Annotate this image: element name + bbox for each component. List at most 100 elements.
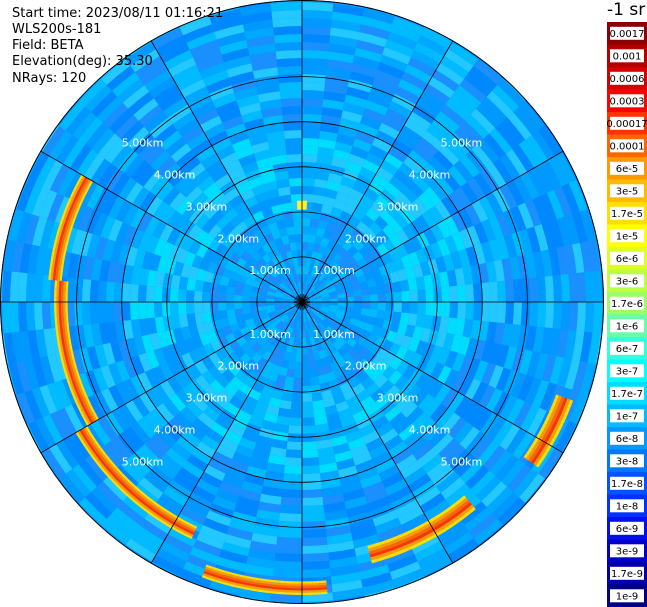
range-gate-cell (512, 279, 522, 302)
range-gate-cell (208, 457, 229, 474)
strong-return-cell (564, 402, 569, 408)
range-gate-cell (260, 313, 270, 320)
range-gate-cell (415, 372, 431, 389)
strong-return-cell (145, 495, 154, 503)
range-gate-cell (337, 292, 346, 299)
range-gate-cell (234, 245, 246, 258)
range-gate-cell (71, 229, 86, 255)
range-gate-cell (239, 3, 272, 17)
strong-return-cell (230, 579, 238, 583)
range-gate-cell (347, 245, 359, 257)
range-ring-label: 2.00km (345, 360, 387, 373)
range-gate-cell (186, 313, 197, 327)
range-gate-cell (281, 202, 293, 212)
range-gate-cell (197, 412, 215, 429)
strong-return-cell (76, 187, 82, 194)
strong-return-cell (277, 591, 286, 595)
strong-return-cell (64, 354, 69, 363)
range-gate-cell (421, 130, 444, 151)
range-gate-cell (440, 477, 466, 500)
strong-return-cell (93, 451, 101, 460)
range-gate-cell (242, 307, 252, 315)
range-gate-cell (168, 342, 182, 359)
range-gate-cell (337, 297, 347, 302)
range-gate-cell (222, 267, 233, 279)
range-gate-cell (414, 42, 444, 63)
range-gate-cell (415, 276, 426, 290)
range-gate-cell (170, 441, 192, 461)
range-gate-cell (215, 243, 228, 256)
azimuth-spoke (150, 40, 303, 303)
range-gate-cell (92, 212, 109, 237)
range-gate-cell (146, 285, 155, 302)
range-gate-cell (224, 208, 239, 222)
range-gate-cell (114, 114, 139, 139)
strong-return-cell (55, 243, 59, 251)
range-gate-cell (345, 306, 354, 313)
range-gate-cell (228, 130, 249, 145)
range-gate-cell (395, 229, 410, 244)
strong-return-cell (81, 428, 88, 437)
range-gate-cell (485, 192, 503, 216)
range-gate-cell (266, 272, 276, 281)
range-gate-cell (426, 124, 450, 145)
range-gate-cell (374, 374, 389, 389)
range-gate-cell (415, 340, 428, 356)
range-gate-cell (316, 154, 333, 166)
strong-return-cell (292, 585, 300, 589)
strong-return-cell (231, 574, 239, 579)
range-gate-cell (554, 420, 577, 452)
strong-return-cell (532, 440, 537, 446)
range-gate-cell (250, 296, 259, 302)
strong-return-cell (451, 505, 459, 512)
strong-return-cell (116, 477, 124, 486)
range-gate-cell (302, 41, 330, 52)
range-gate-cell (422, 342, 436, 359)
strong-return-cell (51, 261, 55, 269)
range-gate-cell (326, 532, 353, 545)
strong-return-cell (562, 415, 567, 421)
range-gate-cell (310, 287, 317, 294)
range-gate-cell (144, 144, 166, 166)
range-gate-cell (184, 251, 196, 267)
range-gate-cell (259, 99, 282, 111)
range-gate-cell (292, 385, 302, 394)
range-gate-cell (186, 454, 208, 472)
range-gate-cell (195, 374, 210, 391)
range-gate-cell (264, 214, 276, 226)
strong-return-cell (320, 589, 328, 593)
range-gate-cell (305, 298, 314, 302)
range-gate-cell (344, 328, 354, 338)
strong-return-cell (102, 466, 111, 475)
strong-return-cell (107, 461, 116, 470)
range-gate-cell (459, 78, 487, 103)
range-gate-cell (302, 73, 326, 84)
strong-return-cell (211, 569, 219, 574)
range-gate-cell (276, 219, 287, 230)
strong-return-cell (60, 305, 64, 314)
strong-return-cell (75, 376, 80, 385)
strong-return-cell (375, 550, 383, 556)
range-gate-cell (277, 312, 286, 319)
range-gate-cell (214, 264, 226, 276)
range-gate-cell (122, 204, 140, 226)
range-gate-cell (377, 62, 405, 80)
strong-return-cell (77, 401, 84, 411)
range-gate-cell (248, 388, 262, 401)
range-gate-cell (374, 394, 391, 409)
instrument-label: WLS200s-181 (12, 22, 102, 37)
range-gate-cell (218, 302, 227, 311)
range-gate-cell (406, 203, 422, 220)
range-gate-cell (295, 313, 300, 322)
strong-return-cell (244, 580, 252, 584)
range-gate-cell (454, 454, 478, 478)
range-gate-cell (269, 313, 278, 320)
range-gate-cell (340, 332, 351, 343)
range-gate-cell (113, 302, 123, 322)
range-gate-cell (440, 104, 466, 127)
range-gate-cell (449, 132, 472, 155)
range-gate-cell (199, 62, 227, 80)
range-gate-cell (192, 417, 211, 435)
range-gate-cell (279, 504, 302, 514)
range-gate-cell (495, 122, 519, 150)
